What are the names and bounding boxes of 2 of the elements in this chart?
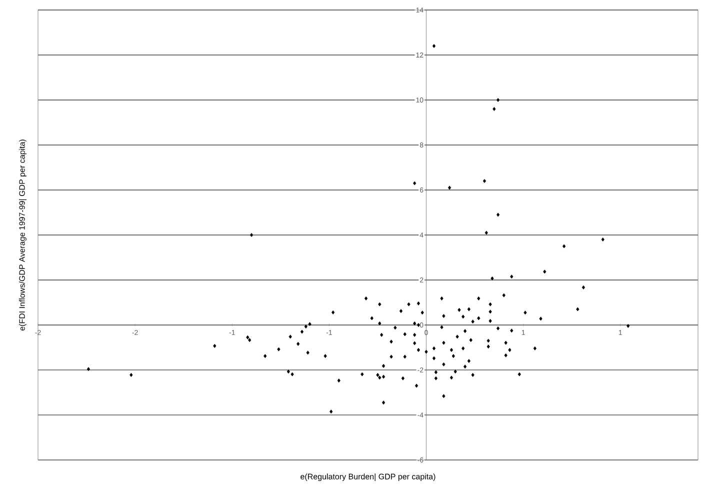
- x-axis-title: e(Regulatory Burden| GDP per capita): [300, 474, 436, 482]
- y-axis-title: e(FDI Inflows/GDP Average 1997-99| GDP per capita): [18, 140, 26, 331]
